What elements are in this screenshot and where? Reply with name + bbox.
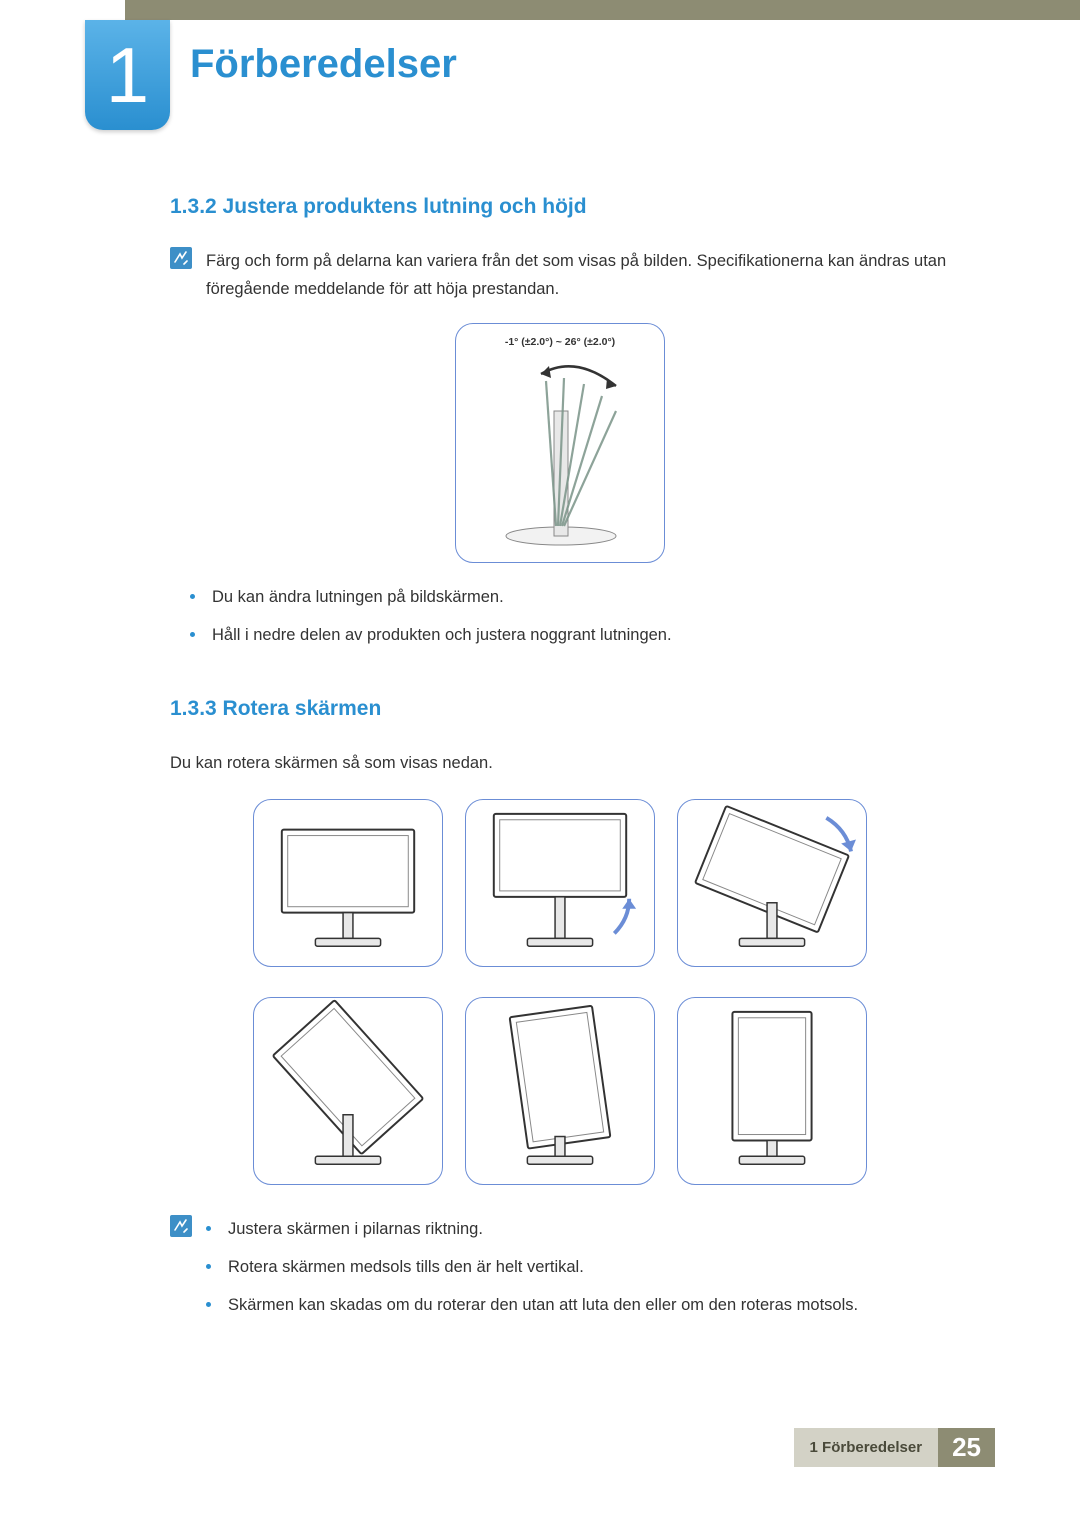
page-footer: 1 Förberedelser 25 bbox=[794, 1428, 995, 1467]
note-bullet-list-133: Justera skärmen i pilarnas riktning. Rot… bbox=[206, 1215, 858, 1329]
tilt-figure: -1° (±2.0°) ~ 26° (±2.0°) bbox=[455, 323, 665, 563]
note-block-132: Färg och form på delarna kan variera frå… bbox=[170, 247, 950, 303]
list-item: Du kan ändra lutningen på bildskärmen. bbox=[212, 583, 950, 611]
tilt-range-label: -1° (±2.0°) ~ 26° (±2.0°) bbox=[466, 336, 654, 348]
section-heading-133: 1.3.3 Rotera skärmen bbox=[170, 697, 950, 721]
rotation-step-2 bbox=[465, 799, 655, 967]
rotation-step-5 bbox=[465, 997, 655, 1185]
list-item: Håll i nedre delen av produkten och just… bbox=[212, 621, 950, 649]
section-heading-132: 1.3.2 Justera produktens lutning och höj… bbox=[170, 195, 950, 219]
chapter-number: 1 bbox=[106, 30, 149, 121]
rotation-step-4 bbox=[253, 997, 443, 1185]
rotation-step-3 bbox=[677, 799, 867, 967]
chapter-title: Förberedelser bbox=[190, 42, 457, 87]
note-icon bbox=[170, 1215, 192, 1237]
page-content: 1.3.2 Justera produktens lutning och höj… bbox=[170, 195, 950, 1349]
bullet-list-132: Du kan ändra lutningen på bildskärmen. H… bbox=[170, 583, 950, 649]
rotation-step-1 bbox=[253, 799, 443, 967]
footer-page-number: 25 bbox=[938, 1428, 995, 1467]
chapter-number-tab: 1 bbox=[85, 20, 170, 130]
rotation-step-6 bbox=[677, 997, 867, 1185]
list-item: Rotera skärmen medsols tills den är helt… bbox=[228, 1253, 858, 1281]
note-icon bbox=[170, 247, 192, 269]
note-block-133: Justera skärmen i pilarnas riktning. Rot… bbox=[170, 1215, 950, 1329]
rotation-figure-grid bbox=[170, 799, 950, 1185]
intro-133: Du kan rotera skärmen så som visas nedan… bbox=[170, 749, 950, 777]
note-text-132: Färg och form på delarna kan variera frå… bbox=[206, 247, 950, 303]
list-item: Justera skärmen i pilarnas riktning. bbox=[228, 1215, 858, 1243]
footer-chapter-label: 1 Förberedelser bbox=[794, 1428, 939, 1467]
list-item: Skärmen kan skadas om du roterar den uta… bbox=[228, 1291, 858, 1319]
tilt-diagram bbox=[466, 356, 656, 556]
top-accent-bar bbox=[125, 0, 1080, 20]
